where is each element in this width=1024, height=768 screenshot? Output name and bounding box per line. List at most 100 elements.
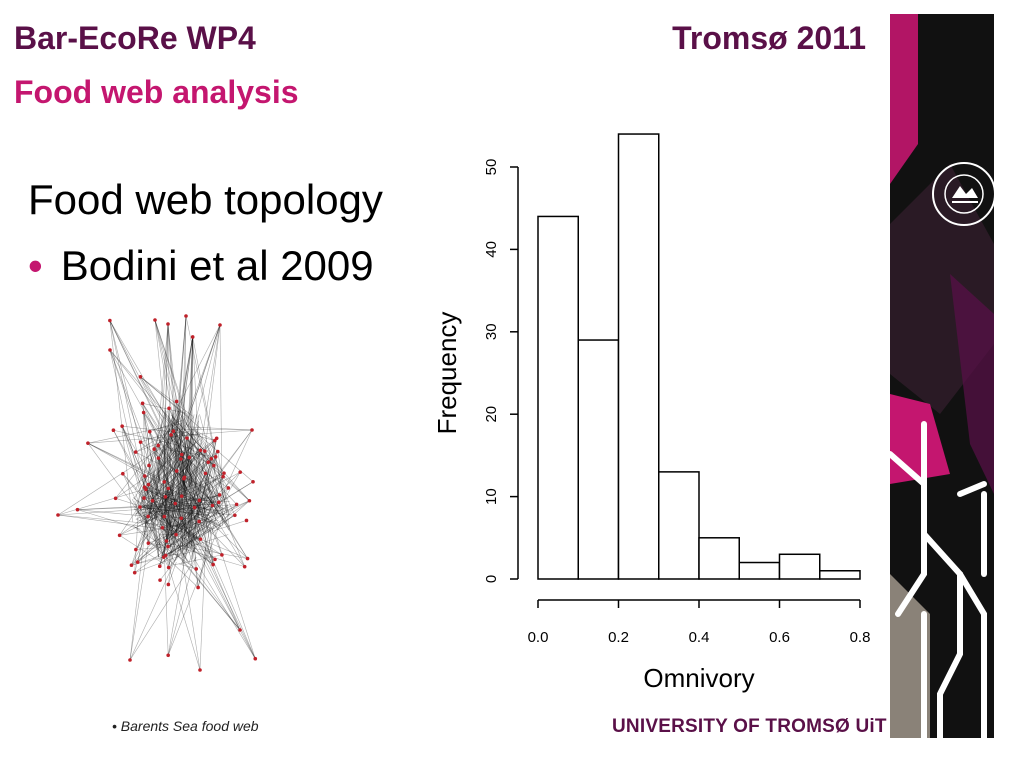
network-edge: [134, 537, 182, 573]
network-edge: [177, 315, 187, 558]
network-edge: [135, 493, 141, 508]
network-edge: [149, 431, 176, 551]
network-node: [244, 518, 249, 523]
network-edge: [165, 450, 201, 500]
network-edge: [135, 451, 227, 499]
network-node: [121, 471, 125, 476]
network-edge: [148, 542, 160, 548]
network-edge: [87, 442, 176, 562]
network-node: [117, 533, 122, 538]
network-node: [182, 475, 187, 480]
network-edge: [165, 527, 216, 556]
title-right: Tromsø 2011: [672, 20, 866, 56]
network-edge: [181, 496, 188, 537]
network-edge: [144, 487, 189, 553]
network-node: [216, 500, 221, 505]
network-edge: [184, 477, 224, 499]
network-edge: [222, 504, 237, 523]
network-edge: [194, 559, 256, 659]
network-edge: [165, 315, 187, 546]
network-node: [152, 447, 156, 451]
network-edge: [179, 545, 201, 671]
network-node: [251, 479, 255, 484]
network-node: [153, 318, 157, 322]
network-edge: [158, 488, 169, 532]
network-edge: [148, 500, 162, 544]
network-edge: [157, 492, 200, 501]
network-edge: [160, 457, 190, 564]
network-node: [234, 502, 239, 507]
network-edge: [167, 504, 229, 656]
network-edge: [186, 437, 221, 505]
network-edge: [142, 494, 220, 523]
network-edge: [143, 497, 196, 536]
network-edge: [135, 431, 189, 453]
network-edge: [132, 497, 177, 535]
network-edge: [109, 349, 193, 445]
network-node: [198, 448, 203, 453]
network-edge: [144, 487, 168, 526]
network-edge: [148, 505, 214, 565]
network-edge: [148, 465, 166, 521]
network-edge: [209, 522, 214, 565]
network-edge: [170, 414, 206, 452]
network-edge: [168, 450, 206, 526]
network-node: [150, 498, 155, 503]
network-edge: [174, 336, 193, 437]
network-edge: [212, 500, 250, 534]
x-tick-label: 0.4: [689, 629, 710, 646]
network-edge: [165, 445, 229, 489]
food-web-network-image: [56, 314, 258, 672]
network-edge: [159, 527, 223, 556]
network-edge: [181, 454, 201, 514]
x-tick-label: 0.6: [769, 629, 790, 646]
network-edge: [194, 429, 224, 477]
network-node: [120, 424, 124, 428]
network-edge: [152, 497, 216, 560]
network-edge: [210, 458, 230, 516]
network-edge: [165, 478, 185, 556]
network-edge: [158, 457, 202, 511]
network-edge: [193, 443, 209, 463]
network-edge: [166, 437, 212, 460]
network-edge: [168, 533, 197, 568]
network-edge: [164, 470, 177, 533]
network-edge: [140, 376, 172, 424]
network-edge: [148, 484, 199, 520]
network-edge: [147, 433, 170, 517]
network-edge: [153, 415, 183, 450]
network-edge: [129, 508, 199, 661]
network-edge: [109, 349, 188, 551]
network-edge: [135, 445, 159, 508]
network-edge: [134, 492, 140, 573]
network-node: [134, 547, 138, 552]
network-node: [190, 335, 195, 339]
network-edge: [174, 473, 206, 561]
network-edge: [131, 503, 154, 566]
network-edge: [143, 429, 171, 499]
network-edge: [189, 458, 212, 554]
network-edge: [135, 433, 201, 550]
network-edge: [167, 323, 194, 560]
network-edge: [169, 428, 253, 431]
network-node: [160, 525, 165, 530]
network-node: [166, 322, 170, 326]
network-edge: [164, 417, 215, 466]
network-edge: [171, 423, 185, 479]
network-edge: [167, 526, 207, 547]
network-edge: [164, 449, 216, 458]
network-edge: [168, 561, 177, 585]
network-edge: [133, 508, 167, 542]
network-edge: [109, 320, 133, 522]
network-edge: [158, 458, 195, 546]
network-edge: [154, 457, 190, 519]
bullet-marker: •: [28, 242, 43, 289]
network-edge: [163, 413, 170, 558]
network-edge: [121, 426, 191, 546]
sidebar-magenta-strip: [890, 14, 918, 184]
network-edge: [142, 403, 218, 530]
network-edge: [131, 529, 165, 566]
network-edge: [163, 476, 224, 545]
network-edge: [134, 419, 175, 573]
network-edge: [135, 426, 177, 453]
